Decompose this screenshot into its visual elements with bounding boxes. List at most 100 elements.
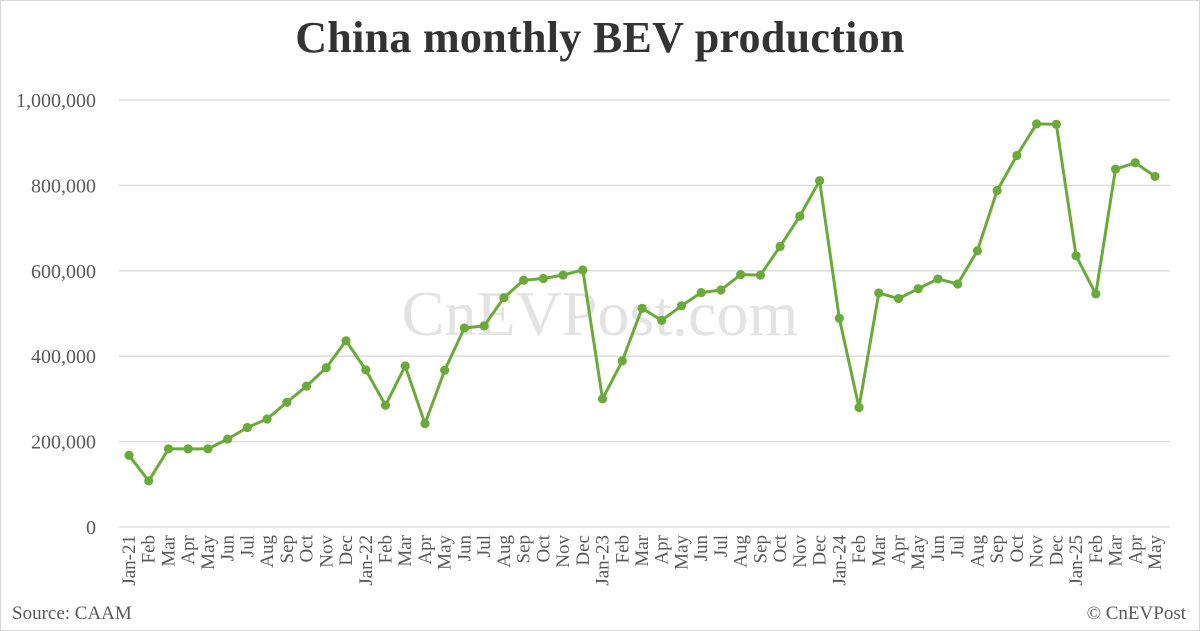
x-tick-label: Aug [494,535,515,568]
data-point [676,301,687,311]
x-tick-label: Mar [1106,534,1127,566]
data-point [183,444,193,454]
x-tick-label: Mar [632,534,653,566]
x-tick-label: Apr [1125,534,1146,564]
x-tick-label: Nov [1027,535,1048,568]
watermark: CnEVPost.com [402,278,798,349]
data-point [361,365,371,375]
x-tick-label: Apr [178,534,199,564]
data-point [1012,150,1022,161]
x-tick-label: Dec [1046,535,1067,566]
x-tick-label: Jul [237,535,258,557]
x-tick-label: Sep [514,535,535,564]
data-point [459,323,470,333]
data-point [144,476,154,486]
data-point [420,419,430,429]
data-point [380,400,391,410]
data-point [755,270,765,280]
x-tick-label: Apr [889,534,910,564]
x-tick-label: Mar [869,534,890,566]
data-point [124,450,134,460]
x-tick-label: Dec [573,535,594,566]
x-tick-label: Sep [987,535,1008,564]
x-tick-label: May [908,535,929,570]
data-point [795,211,805,221]
y-tick-label: 600,000 [31,261,96,283]
data-point [637,303,647,313]
data-point [578,265,588,275]
data-point [834,313,844,323]
data-point [716,285,726,295]
x-tick-label: Jan-25 [1066,535,1087,586]
data-point [242,422,252,433]
data-point [1032,119,1042,129]
x-tick-label: Oct [297,534,318,562]
x-tick-label: Feb [1086,535,1107,564]
x-tick-label: Feb [849,535,870,564]
x-tick-label: May [435,535,456,570]
data-point [775,241,785,252]
x-tick-label: Jan-23 [593,535,614,586]
x-tick-label: Jan-24 [829,535,850,586]
data-point [597,394,608,404]
data-point [696,287,706,298]
x-tick-label: Jul [474,535,495,557]
data-point [1091,289,1101,299]
data-point [1110,164,1121,174]
x-tick-label: May [1145,535,1166,570]
x-tick-label: Sep [277,535,298,564]
copyright-label: © CnEVPost [1086,603,1186,624]
y-axis-tick-labels: 0 200,000 400,000 600,000 800,000 1,000,000 [16,90,96,539]
data-point [262,414,272,424]
x-tick-label: Jul [948,535,969,557]
x-tick-label: Jun [691,535,712,562]
series-line [124,119,1160,486]
data-point [814,176,825,186]
x-tick-label: Nov [316,535,337,568]
data-point [854,402,864,413]
data-point [1051,119,1061,129]
x-tick-label: Apr [652,534,673,564]
data-point [1150,171,1160,182]
x-tick-label: Mar [395,534,416,566]
data-point [953,279,963,289]
data-point [874,288,884,298]
y-tick-label: 400,000 [31,346,96,368]
x-tick-label: Feb [612,535,633,564]
data-point [203,444,213,454]
x-tick-label: Oct [533,534,554,562]
x-tick-label: Feb [376,535,397,564]
y-tick-label: 0 [86,517,96,539]
y-tick-label: 1,000,000 [16,90,96,112]
data-point [440,365,450,375]
x-tick-label: Jun [218,535,239,562]
data-point [341,336,351,346]
x-tick-label: Jun [454,535,475,562]
x-tick-label: Dec [810,535,831,566]
x-tick-label: May [672,535,693,570]
x-tick-label: Oct [770,534,791,562]
data-point [972,246,983,256]
x-tick-label: Nov [553,535,574,568]
x-tick-label: Dec [336,535,357,566]
x-tick-label: Jul [711,535,732,557]
x-axis-tick-labels: Jan-21FebMarAprMayJunJulAugSepOctNovDecJ… [119,534,1166,585]
data-point [223,434,233,444]
data-point [321,363,331,373]
data-point [282,397,292,407]
gridlines [119,99,1170,528]
y-tick-label: 800,000 [31,175,96,197]
data-point [992,185,1002,196]
x-tick-label: Mar [159,534,180,566]
x-tick-label: Aug [731,535,752,568]
x-tick-label: Nov [790,535,811,568]
data-point [736,270,746,280]
data-point [538,273,548,284]
x-tick-label: Apr [415,534,436,564]
x-tick-label: Jan-22 [356,535,377,586]
data-point [479,321,489,331]
data-point [1130,158,1140,168]
data-point [558,270,568,280]
